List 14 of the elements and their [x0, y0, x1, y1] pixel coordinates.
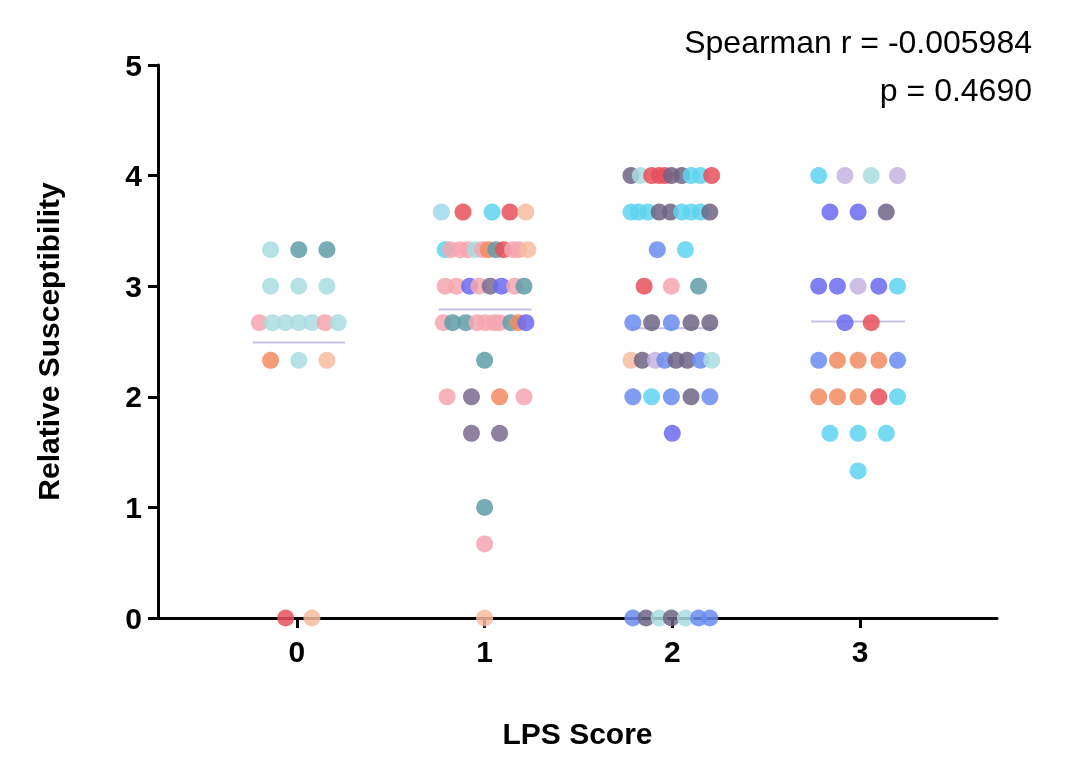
y-tick-label: 3: [125, 269, 142, 303]
y-tick-label: 2: [125, 380, 142, 414]
y-tick-label: 1: [125, 490, 142, 524]
y-axis-title: Relative Susceptibility: [31, 181, 65, 501]
y-tick-label: 0: [125, 601, 142, 635]
text: Spearman r = -0.005984: [684, 24, 1032, 60]
x-tick-label: 1: [476, 634, 493, 668]
x-tick-label: 0: [288, 634, 306, 668]
annotation: p = 0.4690: [879, 72, 1032, 108]
x-tick-label: 3: [851, 634, 869, 668]
y-tick-label: 4: [125, 159, 143, 193]
x-tick-label: 2: [663, 634, 681, 668]
x-axis-title: LPS Score: [502, 716, 653, 750]
y-tick-label: 5: [125, 48, 142, 82]
